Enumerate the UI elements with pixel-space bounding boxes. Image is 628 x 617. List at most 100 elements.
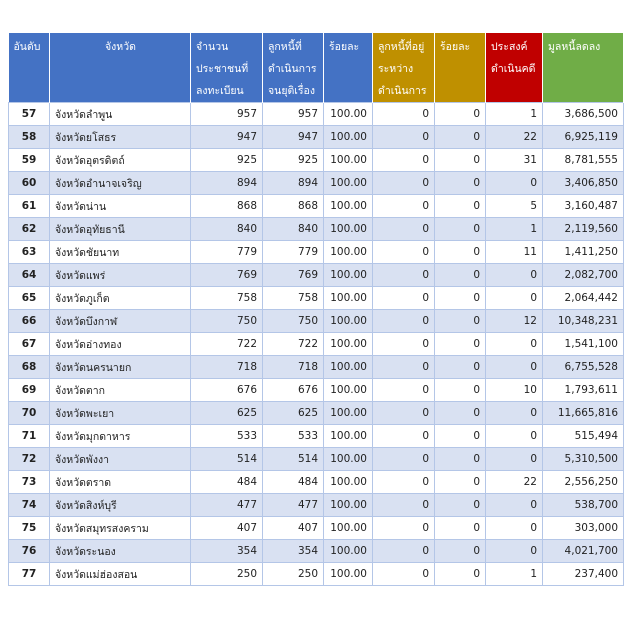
rank-cell: 61: [8, 194, 50, 218]
province-cell: จังหวัดอำนาจเจริญ: [49, 171, 191, 195]
rank-cell: 63: [8, 240, 50, 264]
header-in-progress: ลูกหนี้ที่อยู่ ระหว่าง ดำเนินการ: [372, 33, 435, 103]
province-cell: จังหวัดน่าน: [49, 194, 191, 218]
percent-cell: 100.00: [323, 447, 373, 471]
in-progress-cell: 0: [372, 378, 435, 402]
rank-cell: 71: [8, 424, 50, 448]
resolved-cell: 957: [262, 102, 324, 126]
resolved-cell: 947: [262, 125, 324, 149]
percent-in-progress-cell: 0: [434, 148, 486, 172]
percent-in-progress-cell: 0: [434, 286, 486, 310]
prosecute-cell: 0: [485, 332, 543, 356]
table-row: 74 จังหวัดสิงห์บุรี 477 477 100.00 0 0 0 538,700: [8, 493, 624, 517]
debt-reduced-cell: 2,119,560: [542, 217, 624, 241]
province-cell: จังหวัดตาก: [49, 378, 191, 402]
in-progress-cell: 0: [372, 309, 435, 333]
prosecute-cell: 22: [485, 470, 543, 494]
percent-cell: 100.00: [323, 263, 373, 287]
province-cell: จังหวัดภูเก็ต: [49, 286, 191, 310]
in-progress-cell: 0: [372, 263, 435, 287]
table-row: 70 จังหวัดพะเยา 625 625 100.00 0 0 0 11,665,816: [8, 401, 624, 425]
percent-cell: 100.00: [323, 194, 373, 218]
resolved-cell: 750: [262, 309, 324, 333]
percent-in-progress-cell: 0: [434, 194, 486, 218]
debt-reduced-cell: 237,400: [542, 562, 624, 586]
province-cell: จังหวัดบึงกาฬ: [49, 309, 191, 333]
registered-cell: 625: [190, 401, 263, 425]
percent-cell: 100.00: [323, 240, 373, 264]
prosecute-cell: 22: [485, 125, 543, 149]
table-row: 65 จังหวัดภูเก็ต 758 758 100.00 0 0 0 2,064,442: [8, 286, 624, 310]
debt-reduced-cell: 2,064,442: [542, 286, 624, 310]
header-percent-in-progress: ร้อยละ: [434, 33, 486, 103]
percent-in-progress-cell: 0: [434, 378, 486, 402]
registered-cell: 925: [190, 148, 263, 172]
resolved-cell: 250: [262, 562, 324, 586]
debt-reduced-cell: 538,700: [542, 493, 624, 517]
debt-reduced-cell: 3,686,500: [542, 102, 624, 126]
percent-in-progress-cell: 0: [434, 539, 486, 563]
debt-reduced-cell: 3,160,487: [542, 194, 624, 218]
in-progress-cell: 0: [372, 493, 435, 517]
rank-cell: 69: [8, 378, 50, 402]
province-cell: จังหวัดอุทัยธานี: [49, 217, 191, 241]
debt-reduced-cell: 5,310,500: [542, 447, 624, 471]
prosecute-cell: 0: [485, 493, 543, 517]
registered-cell: 676: [190, 378, 263, 402]
province-cell: จังหวัดระนอง: [49, 539, 191, 563]
in-progress-cell: 0: [372, 286, 435, 310]
percent-cell: 100.00: [323, 493, 373, 517]
percent-cell: 100.00: [323, 309, 373, 333]
table-row: 72 จังหวัดพังงา 514 514 100.00 0 0 0 5,310,500: [8, 447, 624, 471]
rank-cell: 68: [8, 355, 50, 379]
percent-in-progress-cell: 0: [434, 447, 486, 471]
rank-cell: 64: [8, 263, 50, 287]
registered-cell: 779: [190, 240, 263, 264]
percent-cell: 100.00: [323, 217, 373, 241]
province-cell: จังหวัดแพร่: [49, 263, 191, 287]
resolved-cell: 407: [262, 516, 324, 540]
province-cell: จังหวัดพังงา: [49, 447, 191, 471]
province-cell: จังหวัดมุกดาหาร: [49, 424, 191, 448]
percent-in-progress-cell: 0: [434, 240, 486, 264]
in-progress-cell: 0: [372, 424, 435, 448]
debt-table: อันดับ จังหวัด จำนวน ประชาชนที่ ลงทะเบียน …: [8, 33, 624, 586]
prosecute-cell: 5: [485, 194, 543, 218]
registered-cell: 407: [190, 516, 263, 540]
rank-cell: 62: [8, 217, 50, 241]
debt-reduced-cell: 515,494: [542, 424, 624, 448]
province-cell: จังหวัดนครนายก: [49, 355, 191, 379]
in-progress-cell: 0: [372, 355, 435, 379]
resolved-cell: 477: [262, 493, 324, 517]
resolved-cell: 354: [262, 539, 324, 563]
prosecute-cell: 0: [485, 355, 543, 379]
percent-cell: 100.00: [323, 171, 373, 195]
percent-cell: 100.00: [323, 401, 373, 425]
province-cell: จังหวัดสมุทรสงคราม: [49, 516, 191, 540]
table-row: 62 จังหวัดอุทัยธานี 840 840 100.00 0 0 1 2,119,5…: [8, 217, 624, 241]
table-row: 73 จังหวัดตราด 484 484 100.00 0 0 22 2,556,250: [8, 470, 624, 494]
resolved-cell: 769: [262, 263, 324, 287]
registered-cell: 484: [190, 470, 263, 494]
province-cell: จังหวัดแม่ฮ่องสอน: [49, 562, 191, 586]
debt-reduced-cell: 11,665,816: [542, 401, 624, 425]
registered-cell: 957: [190, 102, 263, 126]
rank-cell: 60: [8, 171, 50, 195]
registered-cell: 514: [190, 447, 263, 471]
debt-reduced-cell: 8,781,555: [542, 148, 624, 172]
header-rank: อันดับ: [8, 33, 50, 103]
header-row: อันดับ จังหวัด จำนวน ประชาชนที่ ลงทะเบียน …: [8, 33, 624, 103]
percent-in-progress-cell: 0: [434, 309, 486, 333]
rank-cell: 74: [8, 493, 50, 517]
percent-cell: 100.00: [323, 332, 373, 356]
debt-reduced-cell: 6,755,528: [542, 355, 624, 379]
prosecute-cell: 0: [485, 424, 543, 448]
percent-in-progress-cell: 0: [434, 217, 486, 241]
registered-cell: 533: [190, 424, 263, 448]
province-cell: จังหวัดพะเยา: [49, 401, 191, 425]
table-body: 57 จังหวัดลำพูน 957 957 100.00 0 0 1 3,686,500 58…: [8, 102, 624, 586]
percent-in-progress-cell: 0: [434, 401, 486, 425]
prosecute-cell: 0: [485, 447, 543, 471]
header-prosecute: ประสงค์ ดำเนินคดี: [485, 33, 543, 103]
registered-cell: 758: [190, 286, 263, 310]
